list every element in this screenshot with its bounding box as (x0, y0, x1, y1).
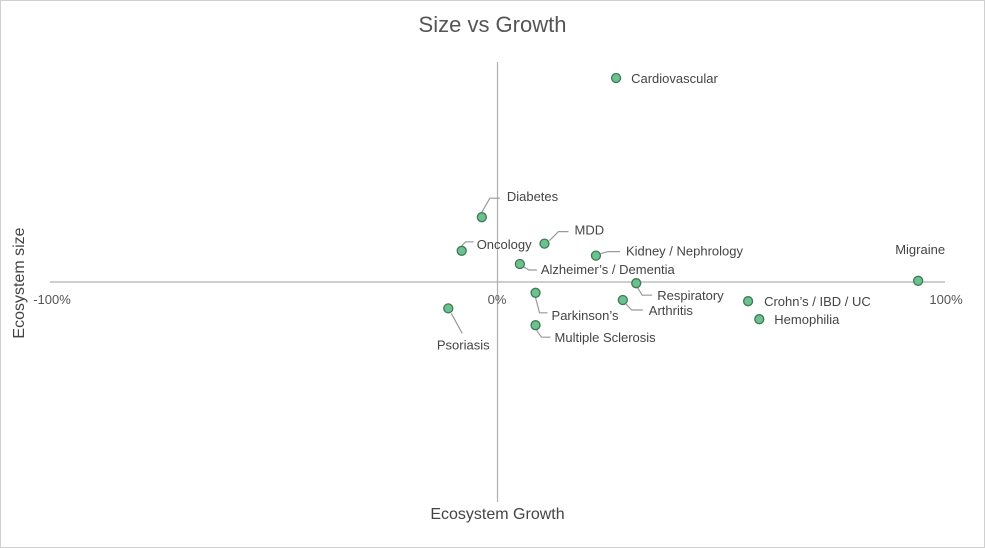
data-point[interactable] (530, 287, 541, 298)
point-label: Psoriasis (437, 337, 490, 352)
leader-line (625, 303, 643, 311)
data-point[interactable] (742, 296, 754, 307)
point-label: Multiple Sclerosis (555, 330, 657, 345)
data-point[interactable] (456, 245, 467, 256)
leader-line (534, 297, 548, 314)
leader-line (523, 266, 537, 271)
leader-line (636, 286, 653, 296)
data-point[interactable] (539, 238, 550, 249)
point-label: Diabetes (507, 189, 559, 204)
data-point[interactable] (617, 294, 628, 306)
point-label: Alzheimer’s / Dementia (541, 262, 676, 277)
data-point[interactable] (530, 320, 541, 331)
data-point[interactable] (631, 278, 642, 289)
data-point[interactable] (514, 258, 526, 270)
point-label: Respiratory (657, 288, 724, 303)
leader-line (549, 231, 569, 242)
point-label: Parkinson’s (552, 308, 619, 323)
data-point[interactable] (913, 275, 924, 286)
point-label: Migraine (895, 242, 945, 257)
leader-line (481, 197, 500, 213)
x-tick-label: 0% (488, 292, 507, 307)
point-label: Kidney / Nephrology (626, 244, 744, 259)
data-point[interactable] (610, 72, 622, 84)
leader-line (536, 329, 551, 338)
point-label: Crohn’s / IBD / UC (764, 294, 871, 309)
x-tick-label: -100% (33, 292, 71, 307)
data-point[interactable] (754, 314, 765, 325)
point-label: Hemophilia (774, 312, 840, 327)
point-label: MDD (574, 223, 604, 238)
data-point[interactable] (476, 212, 487, 223)
data-point[interactable] (443, 303, 454, 314)
x-tick-label: 100% (929, 292, 963, 307)
point-label: Cardiovascular (631, 71, 718, 86)
data-point[interactable] (590, 250, 602, 261)
leader-line (450, 313, 463, 334)
point-label: Arthritis (649, 303, 694, 318)
point-label: Oncology (477, 237, 532, 252)
leader-line (461, 241, 474, 247)
points-layer: Cardiovascular Diabetes MDD Oncology Kidney … (437, 71, 945, 352)
chart-title: Size vs Growth (418, 12, 567, 37)
x-axis-label: Ecosystem Growth (430, 506, 565, 523)
leader-line (600, 251, 620, 255)
